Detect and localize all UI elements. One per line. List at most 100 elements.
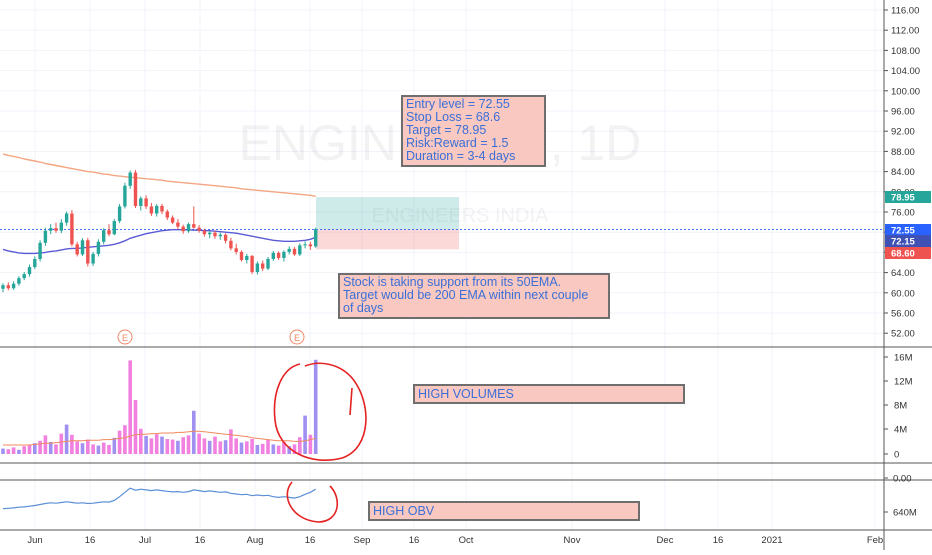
candle — [223, 233, 228, 244]
high-obv-note[interactable]: HIGH OBV — [368, 501, 640, 521]
price-badge-entry: 72.55 — [885, 224, 931, 237]
candle — [1, 283, 5, 293]
candle-body — [54, 228, 58, 231]
price-badge-text: 72.15 — [891, 237, 915, 248]
candle-body — [33, 258, 37, 268]
time-tick-label: Oct — [459, 535, 474, 546]
price-tick-label: 92.00 — [891, 127, 915, 138]
support-note[interactable]: Stock is taking support from its 50EMA. … — [338, 273, 610, 319]
candle — [245, 253, 249, 264]
candle — [303, 241, 307, 249]
candle — [86, 237, 90, 267]
candle — [218, 232, 222, 240]
price-badge-text: 68.60 — [891, 249, 915, 260]
candle — [170, 215, 175, 225]
volume-bar — [22, 446, 26, 454]
time-tick-label: Dec — [657, 535, 674, 546]
candle-body — [128, 172, 132, 186]
time-tick-label: 2021 — [761, 535, 782, 546]
price-badge-text: 72.55 — [891, 226, 915, 237]
time-tick-label: 16 — [195, 535, 206, 546]
candle-body — [49, 228, 53, 231]
candle — [282, 250, 286, 262]
candle — [292, 246, 297, 256]
candle — [64, 211, 69, 226]
candle — [271, 250, 275, 261]
candle — [54, 222, 58, 233]
volume-bar — [186, 435, 191, 454]
obv-path — [2, 487, 317, 510]
candle — [149, 202, 154, 217]
time-tick-label: Nov — [564, 535, 581, 546]
volume-tick-label: 8M — [894, 401, 907, 412]
candle-body — [133, 172, 138, 206]
candle-body — [255, 263, 260, 273]
candle — [186, 222, 191, 233]
obv-circle — [286, 481, 339, 523]
price-badge-bg — [885, 235, 931, 247]
candle-body — [11, 283, 16, 289]
volume-bar — [128, 360, 132, 454]
time-axis[interactable]: Jun 16 Jul 16 Aug 16 Sep 16 Oct Nov Dec 16 2021 Feb — [27, 535, 883, 546]
candle — [112, 219, 116, 236]
candle — [43, 227, 48, 246]
candle-body — [17, 278, 21, 284]
volume-bar — [43, 435, 48, 454]
earnings-marker[interactable]: E — [289, 329, 305, 345]
time-tick-label: 16 — [305, 535, 316, 546]
candles — [1, 170, 318, 293]
earnings-circle — [117, 329, 133, 345]
time-tick-label: Feb — [867, 535, 883, 546]
candle — [202, 228, 207, 237]
candle — [96, 239, 101, 257]
price-tick-label: 100.00 — [891, 86, 920, 97]
volume-bar — [117, 430, 122, 454]
support-note-line-1: Stock is taking support from its 50EMA. — [343, 275, 562, 289]
price-tick-label: 52.00 — [891, 329, 915, 340]
candle — [144, 195, 148, 209]
candle-body — [160, 205, 164, 212]
candle — [17, 276, 21, 286]
price-badge-ema: 72.15 — [885, 235, 931, 248]
candle-body — [202, 230, 207, 235]
candle — [70, 209, 74, 247]
price-tick-label: 60.00 — [891, 288, 915, 299]
high-volumes-note[interactable]: HIGH VOLUMES — [413, 384, 685, 404]
candle-body — [186, 224, 191, 232]
volume-tick-label: 12M — [894, 377, 913, 388]
candle-body — [139, 198, 143, 206]
candle-body — [298, 245, 302, 255]
trade-plan-note[interactable]: Entry level = 72.55 Stop Loss = 68.6 Tar… — [401, 95, 546, 167]
volume-bar — [54, 444, 58, 454]
candle-body — [112, 221, 116, 235]
candle-body — [1, 285, 5, 289]
volume-bar — [107, 445, 111, 454]
candle — [49, 224, 53, 235]
time-tick-label: 16 — [85, 535, 96, 546]
support-note-line-3: of days — [343, 301, 384, 315]
candle-body — [165, 211, 169, 218]
candle-body — [234, 248, 238, 252]
volume-bar — [239, 442, 244, 454]
candle-body — [245, 255, 249, 260]
ema-200-path — [2, 153, 316, 197]
candle — [11, 281, 16, 290]
volume-bar — [133, 400, 138, 454]
candle-body — [223, 234, 228, 241]
volume-bar — [139, 428, 143, 454]
candle-body — [308, 244, 313, 247]
support-note-line-2: Target would be 200 EMA within next coup… — [343, 288, 589, 302]
volume-bar — [27, 445, 32, 454]
volume-bar — [75, 441, 79, 454]
trade-zone[interactable] — [0, 197, 884, 250]
price-axis[interactable]: 116.00 112.00 108.00 104.00 100.00 96.00 92.00… — [884, 6, 920, 340]
time-tick-label: Sep — [354, 535, 371, 546]
candle — [102, 228, 106, 245]
candle — [38, 240, 42, 262]
candle — [107, 224, 111, 237]
volume-bar — [282, 442, 286, 454]
earnings-marker[interactable]: E — [117, 329, 133, 345]
volume-bar — [123, 425, 127, 454]
